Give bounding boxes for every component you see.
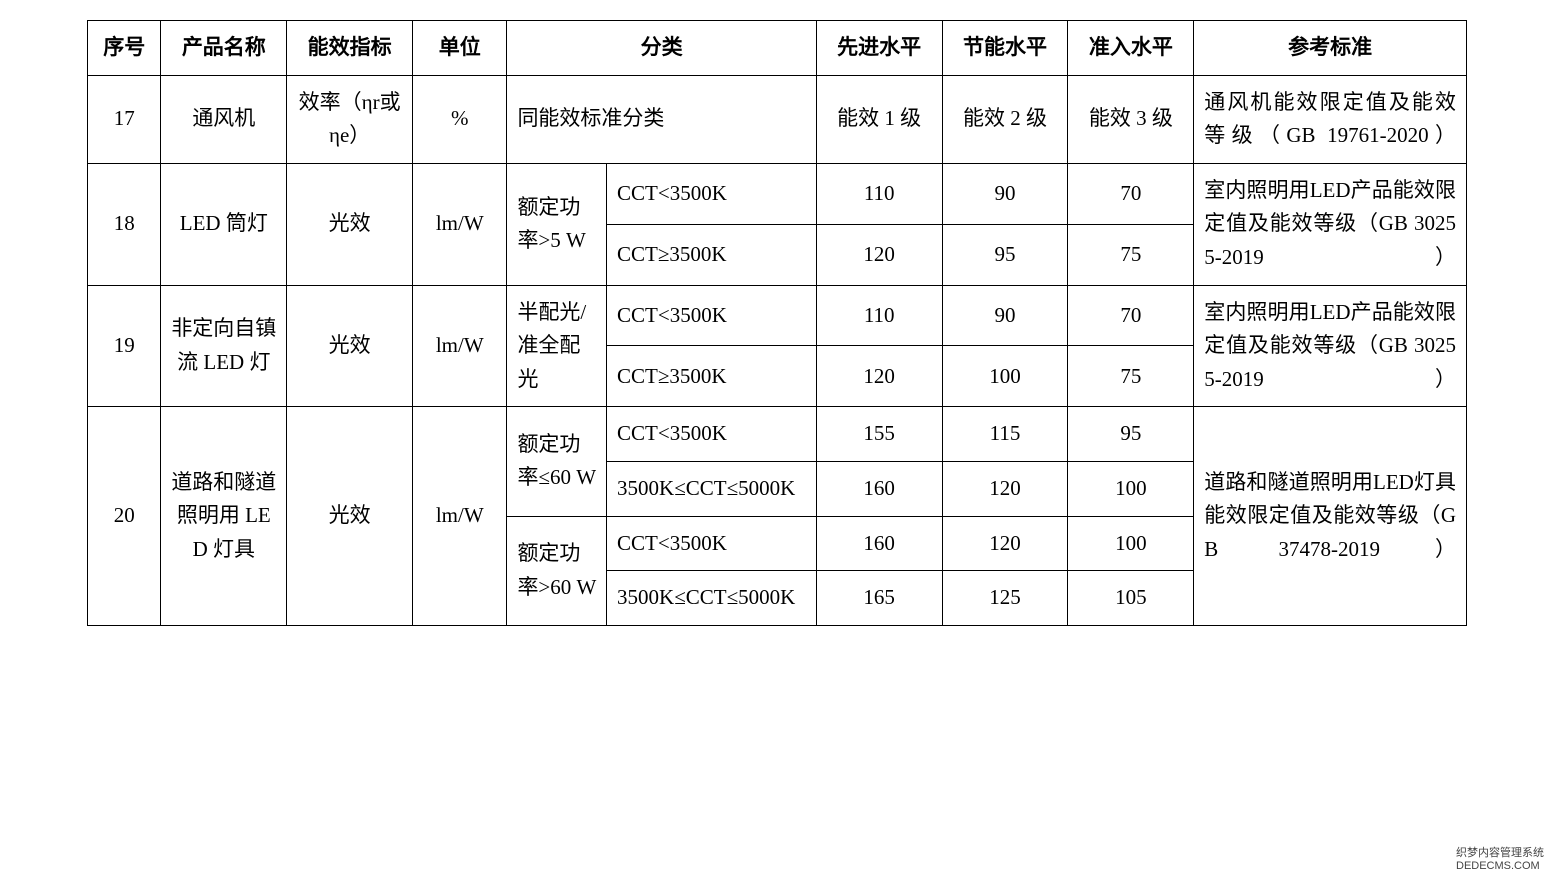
cell-save: 120 <box>942 516 1068 571</box>
cell-entry: 100 <box>1068 516 1194 571</box>
cell-adv: 110 <box>816 163 942 224</box>
col-seq: 序号 <box>88 21 161 76</box>
cell-cat2: 3500K≤CCT≤5000K <box>607 571 817 626</box>
cell-seq: 18 <box>88 163 161 285</box>
cell-ref: 通风机能效限定值及能效等级（GB 19761-2020） <box>1194 75 1467 163</box>
cell-metric: 光效 <box>287 285 413 407</box>
cell-unit: lm/W <box>413 163 507 285</box>
watermark-url: DEDECMS.COM <box>1456 860 1540 872</box>
cell-save: 120 <box>942 461 1068 516</box>
watermark-text: 织梦内容管理系统 <box>1456 847 1544 859</box>
cell-cat1: 额定功率>60 W <box>507 516 607 625</box>
cell-product: 道路和隧道照明用 LED 灯具 <box>161 407 287 625</box>
cell-save: 能效 2 级 <box>942 75 1068 163</box>
cell-adv: 120 <box>816 224 942 285</box>
table-row: 17 通风机 效率（ηr或ηe） % 同能效标准分类 能效 1 级 能效 2 级… <box>88 75 1467 163</box>
cell-cat2: 3500K≤CCT≤5000K <box>607 461 817 516</box>
cell-cat1: 额定功率>5 W <box>507 163 607 285</box>
col-metric: 能效指标 <box>287 21 413 76</box>
cell-save: 95 <box>942 224 1068 285</box>
cell-adv: 110 <box>816 285 942 346</box>
cell-category: 同能效标准分类 <box>507 75 816 163</box>
cell-unit: lm/W <box>413 285 507 407</box>
cell-entry: 100 <box>1068 461 1194 516</box>
cell-product: 通风机 <box>161 75 287 163</box>
table-row: 20 道路和隧道照明用 LED 灯具 光效 lm/W 额定功率≤60 W CCT… <box>88 407 1467 462</box>
cell-product: 非定向自镇流 LED 灯 <box>161 285 287 407</box>
cell-cat1: 额定功率≤60 W <box>507 407 607 516</box>
col-advanced: 先进水平 <box>816 21 942 76</box>
watermark: 织梦内容管理系统 DEDECMS.COM <box>1456 844 1544 872</box>
cell-save: 90 <box>942 163 1068 224</box>
cell-product: LED 筒灯 <box>161 163 287 285</box>
col-unit: 单位 <box>413 21 507 76</box>
cell-entry: 70 <box>1068 163 1194 224</box>
cell-save: 115 <box>942 407 1068 462</box>
cell-unit: lm/W <box>413 407 507 625</box>
col-reference: 参考标准 <box>1194 21 1467 76</box>
cell-adv: 120 <box>816 346 942 407</box>
cell-adv: 155 <box>816 407 942 462</box>
cell-save: 90 <box>942 285 1068 346</box>
cell-ref: 室内照明用LED产品能效限定值及能效等级（GB 30255-2019） <box>1194 163 1467 285</box>
cell-save: 125 <box>942 571 1068 626</box>
cell-metric: 光效 <box>287 163 413 285</box>
cell-seq: 19 <box>88 285 161 407</box>
col-product: 产品名称 <box>161 21 287 76</box>
cell-metric: 光效 <box>287 407 413 625</box>
cell-entry: 75 <box>1068 224 1194 285</box>
cell-save: 100 <box>942 346 1068 407</box>
cell-adv: 160 <box>816 461 942 516</box>
cell-entry: 70 <box>1068 285 1194 346</box>
cell-entry: 95 <box>1068 407 1194 462</box>
cell-cat2: CCT<3500K <box>607 285 817 346</box>
cell-adv: 能效 1 级 <box>816 75 942 163</box>
cell-entry: 75 <box>1068 346 1194 407</box>
col-entry: 准入水平 <box>1068 21 1194 76</box>
col-saving: 节能水平 <box>942 21 1068 76</box>
cell-cat2: CCT<3500K <box>607 163 817 224</box>
col-category: 分类 <box>507 21 816 76</box>
cell-cat2: CCT≥3500K <box>607 224 817 285</box>
efficiency-table: 序号 产品名称 能效指标 单位 分类 先进水平 节能水平 准入水平 参考标准 1… <box>87 20 1467 626</box>
table-row: 18 LED 筒灯 光效 lm/W 额定功率>5 W CCT<3500K 110… <box>88 163 1467 224</box>
cell-metric: 效率（ηr或ηe） <box>287 75 413 163</box>
table-row: 19 非定向自镇流 LED 灯 光效 lm/W 半配光/准全配光 CCT<350… <box>88 285 1467 346</box>
table-header-row: 序号 产品名称 能效指标 单位 分类 先进水平 节能水平 准入水平 参考标准 <box>88 21 1467 76</box>
cell-ref: 室内照明用LED产品能效限定值及能效等级（GB 30255-2019） <box>1194 285 1467 407</box>
cell-seq: 20 <box>88 407 161 625</box>
cell-cat2: CCT<3500K <box>607 516 817 571</box>
cell-entry: 105 <box>1068 571 1194 626</box>
cell-entry: 能效 3 级 <box>1068 75 1194 163</box>
cell-cat2: CCT≥3500K <box>607 346 817 407</box>
cell-adv: 160 <box>816 516 942 571</box>
cell-unit: % <box>413 75 507 163</box>
cell-cat1: 半配光/准全配光 <box>507 285 607 407</box>
cell-adv: 165 <box>816 571 942 626</box>
cell-cat2: CCT<3500K <box>607 407 817 462</box>
cell-seq: 17 <box>88 75 161 163</box>
cell-ref: 道路和隧道照明用LED灯具能效限定值及能效等级（GB 37478-2019） <box>1194 407 1467 625</box>
